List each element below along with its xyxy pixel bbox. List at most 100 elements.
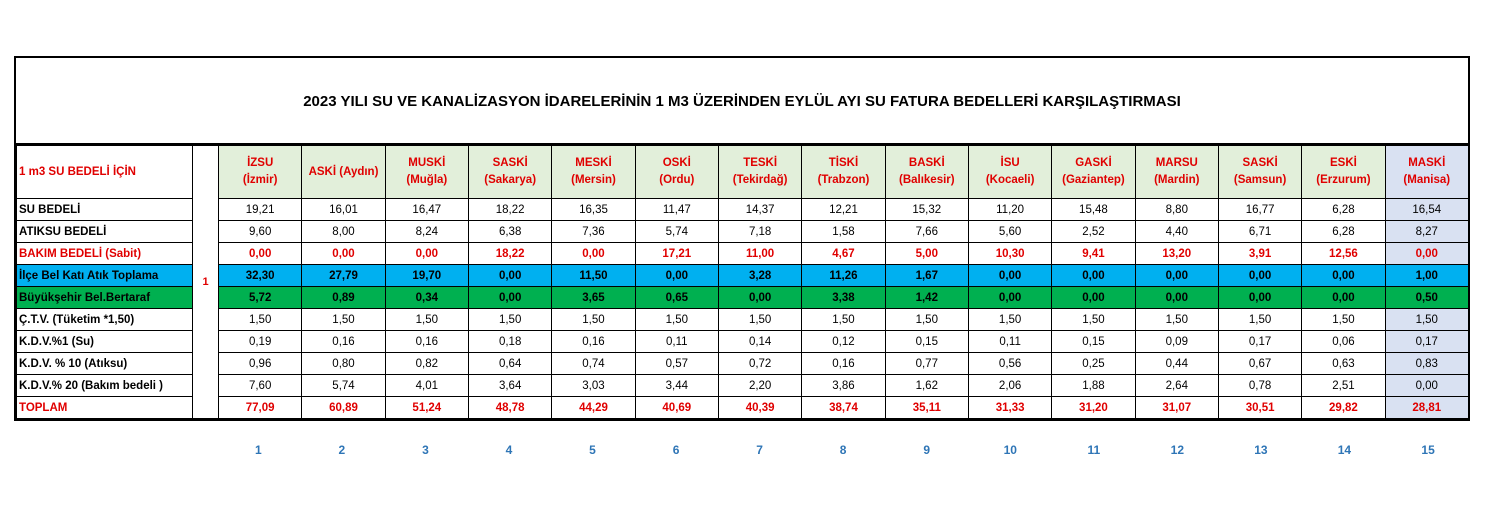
value-cell: 3,44 <box>634 374 719 397</box>
value-cell: 7,60 <box>217 374 303 397</box>
value-cell: 0,16 <box>801 352 886 375</box>
city-name: (Balıkesir) <box>898 174 955 186</box>
value-cell: 35,11 <box>884 396 969 419</box>
column-header: ESKİ (Erzurum) <box>1301 145 1386 199</box>
value-cell: 0,34 <box>384 286 469 309</box>
value-cell: 1,50 <box>967 308 1053 331</box>
value-cell: 11,20 <box>967 198 1053 221</box>
column-header: TİSKİ (Trabzon) <box>801 145 886 199</box>
table-row: Ç.T.V. (Tüketim *1,50) 1,50 1,50 1,50 1,50 1,… <box>16 308 1469 331</box>
value-cell: 0,00 <box>717 286 803 309</box>
value-cell: 16,01 <box>301 198 386 221</box>
value-cell: 3,03 <box>551 374 636 397</box>
value-cell: 3,28 <box>717 264 803 287</box>
comparison-sheet: 2023 YILI SU VE KANALİZASYON İDARELERİNİ… <box>14 56 1470 421</box>
value-cell: 3,38 <box>801 286 886 309</box>
value-cell: 0,00 <box>467 286 553 309</box>
header-label: 1 m3 SU BEDELİ İÇİN <box>16 145 193 199</box>
value-cell: 11,26 <box>801 264 886 287</box>
value-cell: 0,74 <box>551 352 636 375</box>
value-cell: 5,72 <box>217 286 303 309</box>
value-cell: 2,52 <box>1051 220 1136 243</box>
value-cell: 0,67 <box>1217 352 1303 375</box>
value-cell: 7,36 <box>551 220 636 243</box>
value-cell: 0,00 <box>551 242 636 265</box>
value-cell: 0,00 <box>967 264 1053 287</box>
value-cell: 0,09 <box>1134 330 1219 353</box>
value-cell: 18,22 <box>467 242 553 265</box>
value-cell: 12,56 <box>1301 242 1386 265</box>
value-cell: 0,06 <box>1301 330 1386 353</box>
city-name: (Sakarya) <box>484 174 537 186</box>
column-index: 3 <box>422 443 429 457</box>
value-cell: 1,00 <box>1384 264 1469 287</box>
utility-name: ASKİ (Aydın) <box>308 165 379 178</box>
value-cell: 1,88 <box>1051 374 1136 397</box>
value-cell: 0,16 <box>384 330 469 353</box>
value-cell: 16,35 <box>551 198 636 221</box>
value-cell: 4,01 <box>384 374 469 397</box>
column-index: 13 <box>1254 443 1268 457</box>
row-label: ATIKSU BEDELİ <box>16 220 193 243</box>
value-cell: 0,00 <box>1217 264 1303 287</box>
value-cell: 28,81 <box>1384 396 1469 419</box>
value-cell: 9,60 <box>217 220 303 243</box>
column-index: 9 <box>923 443 931 457</box>
value-cell: 6,28 <box>1301 220 1386 243</box>
value-cell: 0,00 <box>1384 374 1469 397</box>
value-cell: 0,15 <box>1051 330 1136 353</box>
value-cell: 48,78 <box>467 396 553 419</box>
column-header: TESKİ (Tekirdağ) <box>717 145 803 199</box>
header-row: 1 m3 SU BEDELİ İÇİN 1 İZSU (İzmir) ASKİ (Ayd… <box>16 145 1469 419</box>
value-cell: 0,77 <box>884 352 969 375</box>
value-cell: 0,00 <box>217 242 303 265</box>
value-cell: 1,42 <box>884 286 969 309</box>
side-marker: 1 <box>202 276 209 288</box>
table-row: K.D.V.%1 (Su) 0,19 0,16 0,16 0,18 0,16 0,11 0,1… <box>16 330 1469 353</box>
utility-name: SASKİ <box>1242 157 1278 169</box>
table-row: Büyükşehir Bel.Bertaraf 5,72 0,89 0,34 0,00 3… <box>16 286 1469 309</box>
row-label: TOPLAM <box>16 396 193 419</box>
column-index: 1 <box>254 443 262 457</box>
value-cell: 18,22 <box>467 198 553 221</box>
column-header: İSU (Kocaeli) <box>967 145 1053 199</box>
value-cell: 0,00 <box>1134 264 1219 287</box>
value-cell: 0,19 <box>217 330 303 353</box>
column-header: MASKİ (Manisa) <box>1384 145 1469 199</box>
value-cell: 3,91 <box>1217 242 1303 265</box>
value-cell: 4,40 <box>1134 220 1219 243</box>
utility-name: İSU <box>1000 157 1020 169</box>
value-cell: 0,83 <box>1384 352 1469 375</box>
value-cell: 0,11 <box>967 330 1053 353</box>
value-cell: 17,21 <box>634 242 719 265</box>
column-index: 5 <box>589 443 596 457</box>
value-cell: 11,47 <box>634 198 719 221</box>
value-cell: 1,58 <box>801 220 886 243</box>
value-cell: 1,50 <box>384 308 469 331</box>
city-name: (Mardin) <box>1154 174 1200 186</box>
value-cell: 0,00 <box>1384 242 1469 265</box>
utility-name: OSKİ <box>662 157 691 169</box>
row-label: Ç.T.V. (Tüketim *1,50) <box>16 308 193 331</box>
value-cell: 1,50 <box>634 308 719 331</box>
value-cell: 0,00 <box>967 286 1053 309</box>
value-cell: 14,37 <box>717 198 803 221</box>
value-cell: 0,56 <box>967 352 1053 375</box>
value-cell: 0,00 <box>1301 286 1386 309</box>
value-cell: 0,64 <box>467 352 553 375</box>
value-cell: 0,17 <box>1217 330 1303 353</box>
table-row: İlçe Bel Katı Atık Toplama 32,30 27,79 19,7… <box>16 264 1469 287</box>
value-cell: 1,50 <box>801 308 886 331</box>
column-header: GASKİ (Gaziantep) <box>1051 145 1136 199</box>
value-cell: 0,15 <box>884 330 969 353</box>
value-cell: 0,80 <box>301 352 386 375</box>
value-cell: 0,25 <box>1051 352 1136 375</box>
city-name: (Manisa) <box>1403 174 1451 186</box>
row-label: İlçe Bel Katı Atık Toplama <box>16 264 193 287</box>
table-row: K.D.V.% 20 (Bakım bedeli ) 7,60 5,74 4,01 3,… <box>16 374 1469 397</box>
value-cell: 0,00 <box>1134 286 1219 309</box>
utility-name: İZSU <box>247 157 274 169</box>
value-cell: 8,27 <box>1384 220 1469 243</box>
column-index: 11 <box>1087 443 1101 457</box>
value-cell: 0,50 <box>1384 286 1469 309</box>
